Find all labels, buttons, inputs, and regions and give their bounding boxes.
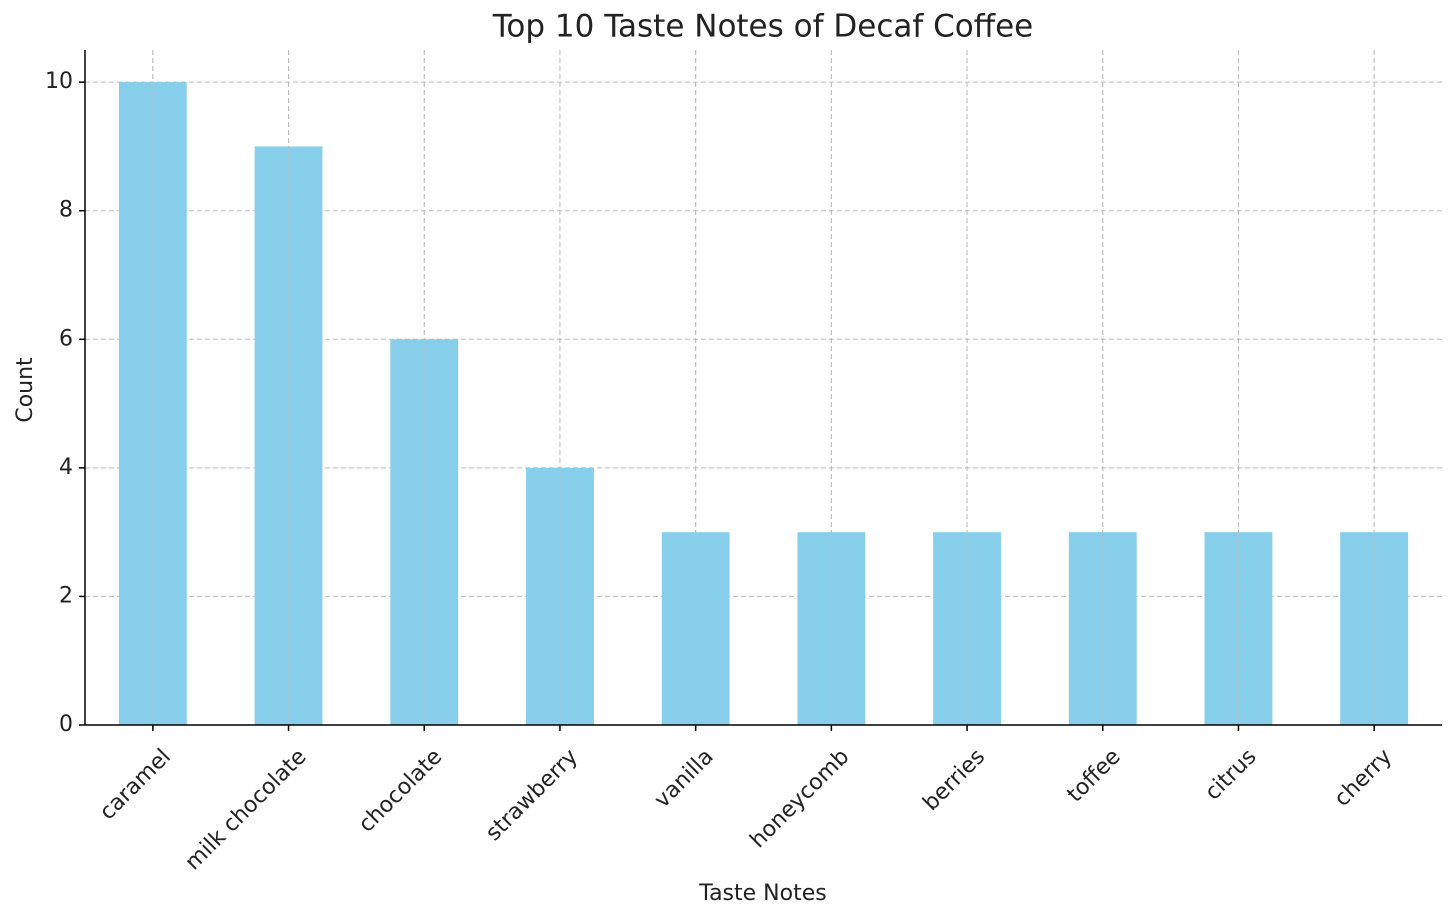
x-tick-label: vanilla bbox=[650, 744, 719, 813]
x-tick-label: berries bbox=[918, 744, 990, 816]
x-axis-label: Taste Notes bbox=[698, 881, 826, 906]
y-tick-label: 0 bbox=[59, 712, 73, 737]
x-tick-label: strawberry bbox=[481, 744, 583, 846]
y-tick-label: 6 bbox=[59, 326, 73, 351]
y-axis-label: Count bbox=[13, 357, 38, 423]
x-tick-label: caramel bbox=[95, 744, 176, 825]
chart-title: Top 10 Taste Notes of Decaf Coffee bbox=[492, 9, 1034, 45]
y-tick-label: 2 bbox=[59, 583, 73, 608]
x-tick-label: chocolate bbox=[354, 744, 447, 837]
x-tick-label: milk chocolate bbox=[181, 744, 312, 875]
y-tick-label: 4 bbox=[59, 455, 73, 480]
x-tick-label: toffee bbox=[1063, 744, 1126, 807]
y-tick-label: 10 bbox=[45, 69, 73, 94]
x-tick-label: honeycomb bbox=[746, 744, 855, 853]
y-tick-label: 8 bbox=[59, 198, 73, 223]
x-tick-label: citrus bbox=[1200, 744, 1261, 805]
x-tick-label: cherry bbox=[1330, 744, 1397, 811]
